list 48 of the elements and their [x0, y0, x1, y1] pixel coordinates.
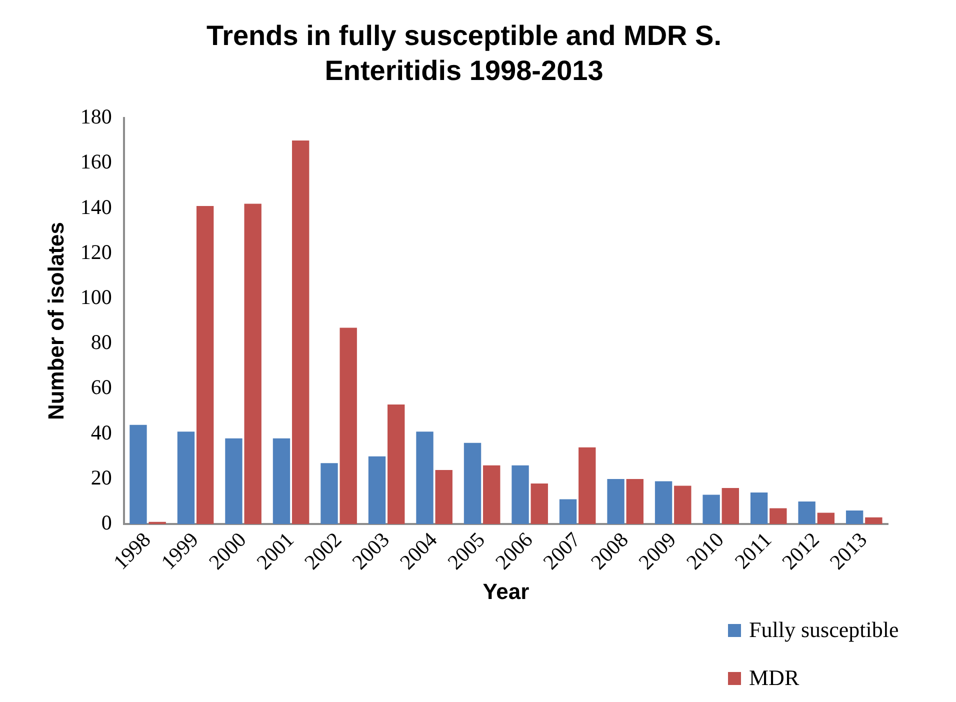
bar	[464, 442, 482, 524]
y-tick-label: 120	[80, 240, 112, 264]
bar	[626, 478, 644, 524]
bar	[340, 328, 357, 524]
bar	[244, 204, 262, 524]
y-tick-label: 40	[90, 420, 112, 444]
bar	[674, 486, 692, 524]
y-tick-label: 0	[101, 510, 112, 535]
bar	[272, 438, 290, 524]
chart-title: Trends in fully susceptible and MDR S. Enteritidis 1998-2013	[206, 20, 722, 86]
bar	[292, 140, 310, 524]
y-tick-label: 60	[90, 375, 112, 400]
bar	[196, 206, 214, 524]
legend-label: Fully susceptible	[749, 617, 899, 643]
bar	[368, 456, 386, 524]
legend-label: MDR	[749, 665, 800, 691]
bar	[865, 517, 882, 524]
bar	[130, 424, 147, 524]
y-tick-label: 80	[90, 330, 112, 354]
bar	[559, 499, 577, 524]
bar	[817, 512, 835, 524]
bar	[225, 438, 242, 524]
y-tick-label: 180	[80, 104, 112, 129]
bar	[483, 465, 500, 524]
y-axis-title: Number of isolates	[43, 222, 68, 420]
y-tick-label: 20	[90, 465, 112, 490]
bar	[530, 483, 548, 524]
x-axis-title: Year	[482, 578, 530, 604]
bar	[770, 508, 787, 524]
bar	[177, 432, 195, 524]
x-tick-label: 2011	[730, 527, 776, 574]
bar	[388, 404, 405, 524]
bar	[148, 522, 166, 524]
bar	[798, 502, 816, 524]
bar	[654, 481, 672, 524]
y-tick-label: 160	[80, 150, 112, 174]
bar	[320, 463, 338, 524]
bar	[435, 470, 452, 524]
bar	[846, 510, 864, 524]
bar	[512, 465, 529, 524]
y-tick-label: 140	[80, 194, 112, 219]
y-tick-label: 100	[80, 284, 112, 309]
bar	[578, 447, 596, 524]
bar	[702, 494, 720, 524]
bar	[722, 488, 739, 524]
bar	[416, 432, 434, 524]
bar	[607, 478, 624, 524]
bar	[750, 492, 768, 524]
